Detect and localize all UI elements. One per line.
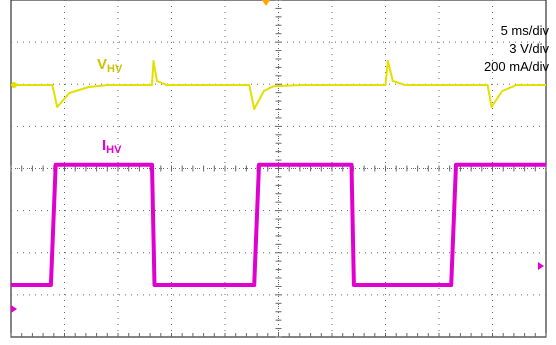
voltage-label-sub: HV: [107, 63, 123, 75]
time-scale-label: 5 ms/div: [500, 23, 549, 38]
current-label-sub: HV: [106, 144, 122, 156]
current-channel-marker: [11, 305, 17, 313]
right-edge-marker: [538, 262, 544, 270]
voltage-trace-label: VHV: [97, 56, 122, 75]
current-scale-label: 200 mA/div: [483, 59, 549, 74]
trace-v-hv: [11, 60, 546, 110]
current-label-main: I: [102, 137, 107, 154]
voltage-channel-marker: [11, 82, 17, 88]
voltage-scale-label: 3 V/div: [509, 41, 549, 56]
trace-i-hv: [11, 162, 546, 287]
trigger-marker: [262, 0, 270, 6]
current-trace-label: IHV: [102, 137, 121, 156]
voltage-label-main: V: [97, 56, 108, 73]
